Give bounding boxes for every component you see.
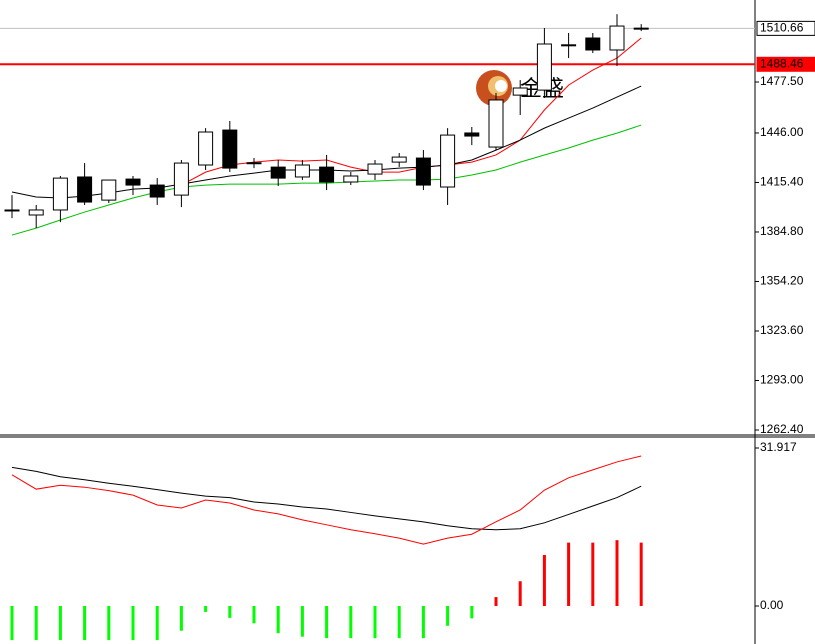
histogram-bar xyxy=(421,605,425,639)
histogram-bar xyxy=(615,540,619,606)
histogram-bar xyxy=(58,605,62,641)
candle-body xyxy=(609,25,625,51)
candle-body xyxy=(367,163,383,175)
histogram-bar xyxy=(276,605,280,634)
histogram-bar xyxy=(518,581,522,606)
candle-body xyxy=(512,87,528,96)
histogram-bar xyxy=(204,605,208,612)
y-tick-label: 0.00 xyxy=(760,598,784,612)
y-tick-label: 1293.00 xyxy=(760,373,804,387)
candle-body xyxy=(415,157,431,186)
candle-body xyxy=(561,44,577,47)
histogram-bar xyxy=(34,605,38,641)
watermark-logo xyxy=(476,70,512,106)
histogram-bar xyxy=(107,605,111,641)
price-level-box xyxy=(756,20,815,36)
y-tick-label: 1262.40 xyxy=(760,422,804,436)
candle-body xyxy=(173,162,189,196)
y-tick-label: 1415.40 xyxy=(760,175,804,189)
y-tick-label: 1384.80 xyxy=(760,224,804,238)
histogram-bar xyxy=(591,542,595,606)
histogram-bar xyxy=(83,605,87,641)
indicator-line xyxy=(11,466,642,531)
histogram-bar xyxy=(155,605,159,641)
logo-core xyxy=(495,80,507,92)
histogram-bar xyxy=(542,555,546,606)
price-level-label: 1510.66 xyxy=(760,21,804,35)
candle-body xyxy=(633,27,649,30)
y-tick-label: 31.917 xyxy=(760,440,797,454)
candle-body xyxy=(319,166,335,183)
candle-body xyxy=(270,166,286,179)
histogram-bar xyxy=(567,542,571,606)
candle-body xyxy=(440,134,456,188)
candle-body xyxy=(343,175,359,183)
histogram-bar xyxy=(10,605,14,641)
histogram-bar xyxy=(639,542,643,606)
histogram-bar xyxy=(494,597,498,606)
histogram-bar xyxy=(397,605,401,639)
candle-body xyxy=(222,129,238,169)
histogram-bar xyxy=(349,605,353,639)
y-tick-label: 1323.60 xyxy=(760,323,804,337)
candle-body xyxy=(464,132,480,137)
candle-body xyxy=(536,43,552,91)
candle-body xyxy=(585,37,601,51)
histogram-bar xyxy=(131,605,135,641)
histogram-bar xyxy=(179,605,183,631)
candle-body xyxy=(52,177,68,211)
candle-body xyxy=(488,99,504,148)
price-level-box xyxy=(756,56,815,72)
candle-body xyxy=(101,179,117,201)
histogram-bar xyxy=(325,605,329,639)
candle-body xyxy=(294,164,310,178)
histogram-bar xyxy=(228,605,232,618)
indicator-line xyxy=(181,37,642,186)
candle-body xyxy=(77,176,93,203)
candle-body xyxy=(149,184,165,198)
candle-body xyxy=(198,131,214,166)
histogram-bar xyxy=(373,605,377,639)
price-level-label: 1488.46 xyxy=(760,56,804,70)
candle-body xyxy=(4,209,20,212)
histogram-bar xyxy=(300,605,304,637)
candle-body xyxy=(28,209,44,216)
candle-body xyxy=(391,156,407,163)
histogram-bar xyxy=(446,605,450,626)
y-tick-label: 1446.00 xyxy=(760,125,804,139)
y-tick-label: 1477.50 xyxy=(760,74,804,88)
y-tick-label: 1354.20 xyxy=(760,274,804,288)
candle-body xyxy=(125,178,141,186)
histogram-bar xyxy=(470,605,474,619)
histogram-bar xyxy=(252,605,256,624)
candle-body xyxy=(246,162,262,165)
indicator-line xyxy=(11,455,642,545)
